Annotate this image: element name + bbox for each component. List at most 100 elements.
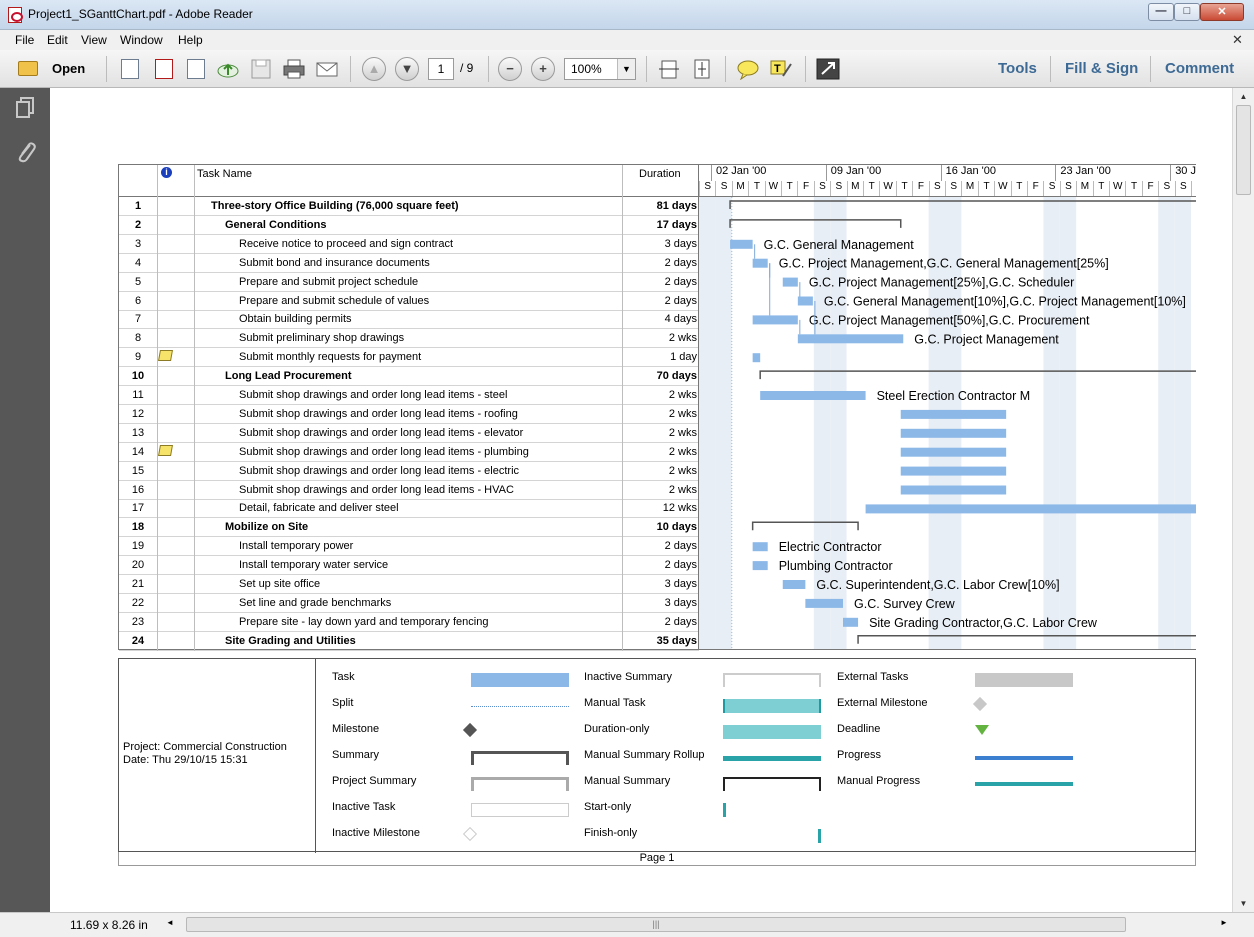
legend-divider bbox=[315, 659, 316, 853]
tools-pane-link[interactable]: Tools bbox=[998, 60, 1037, 77]
table-row[interactable]: 13 Submit shop drawings and order long le… bbox=[119, 424, 699, 443]
menu-help[interactable]: Help bbox=[178, 33, 203, 47]
note-icon[interactable] bbox=[158, 444, 173, 456]
day-label: T bbox=[1010, 181, 1027, 196]
table-row[interactable]: 21 Set up site office 3 days bbox=[119, 575, 699, 594]
table-row[interactable]: 14 Submit shop drawings and order long le… bbox=[119, 443, 699, 462]
vertical-scrollbar[interactable]: ▲ ▼ bbox=[1232, 88, 1254, 912]
table-row[interactable]: 12 Submit shop drawings and order long le… bbox=[119, 405, 699, 424]
day-label: W bbox=[1109, 181, 1125, 196]
full-screen-button[interactable] bbox=[816, 58, 840, 80]
table-row[interactable]: 11 Submit shop drawings and order long le… bbox=[119, 386, 699, 405]
fill-sign-pane-link[interactable]: Fill & Sign bbox=[1065, 60, 1139, 77]
table-row[interactable]: 1 Three-story Office Building (76,000 squ… bbox=[119, 197, 699, 216]
toolbar: Open ▲ ▼ 1 / 9 − + 100% ▼ T Tools Fill bbox=[0, 50, 1254, 88]
next-page-button[interactable]: ▼ bbox=[395, 57, 419, 81]
close-button[interactable]: ✕ bbox=[1200, 3, 1244, 21]
paperclip-icon bbox=[18, 142, 36, 163]
table-row[interactable]: 8 Submit preliminary shop drawings 2 wks bbox=[119, 329, 699, 349]
save-button[interactable] bbox=[249, 58, 273, 80]
project-info: Project: Commercial Construction Date: T… bbox=[123, 741, 287, 767]
task-bar bbox=[900, 485, 1007, 495]
combine-files-button[interactable] bbox=[152, 58, 176, 80]
task-duration: 3 days bbox=[664, 578, 697, 590]
zoom-select[interactable]: 100% ▼ bbox=[564, 58, 636, 80]
create-pdf-button[interactable] bbox=[118, 58, 142, 80]
scroll-down-icon[interactable]: ▼ bbox=[1239, 899, 1248, 908]
task-bar bbox=[797, 334, 904, 344]
task-duration: 70 days bbox=[656, 370, 697, 383]
open-button[interactable]: Open bbox=[16, 58, 96, 80]
menu-view[interactable]: View bbox=[81, 33, 107, 47]
comment-pane-link[interactable]: Comment bbox=[1165, 60, 1235, 77]
table-row[interactable]: 22 Set line and grade benchmarks 3 days bbox=[119, 594, 699, 613]
fit-page-button[interactable] bbox=[657, 58, 681, 80]
task-bar bbox=[752, 561, 768, 571]
table-row[interactable]: 16 Submit shop drawings and order long le… bbox=[119, 481, 699, 500]
legend-symbol-milestone bbox=[462, 722, 478, 738]
legend-label: Manual Progress bbox=[837, 775, 921, 787]
page-number-input[interactable]: 1 bbox=[428, 58, 454, 80]
sticky-note-button[interactable] bbox=[736, 58, 760, 81]
row-id: 24 bbox=[131, 634, 145, 647]
table-row[interactable]: 15 Submit shop drawings and order long le… bbox=[119, 462, 699, 481]
menu-file[interactable]: File bbox=[15, 33, 35, 47]
menu-window[interactable]: Window bbox=[120, 33, 163, 47]
chevron-down-icon[interactable]: ▼ bbox=[617, 59, 635, 79]
minimize-icon: — bbox=[1155, 5, 1167, 17]
attachments-button[interactable] bbox=[15, 140, 37, 164]
project-name: Project: Commercial Construction bbox=[123, 741, 287, 753]
menu-edit[interactable]: Edit bbox=[47, 33, 68, 47]
table-row[interactable]: 9 Submit monthly requests for payment 1 da… bbox=[119, 348, 699, 368]
scroll-left-icon[interactable]: ◄ bbox=[166, 918, 174, 927]
fit-width-icon bbox=[659, 60, 679, 79]
table-row[interactable]: 2 General Conditions 17 days bbox=[119, 216, 699, 235]
table-row[interactable]: 3 Receive notice to proceed and sign cont… bbox=[119, 235, 699, 254]
table-row[interactable]: 19 Install temporary power 2 days bbox=[119, 537, 699, 557]
task-bar bbox=[900, 409, 1007, 419]
task-name: Prepare and submit schedule of values bbox=[239, 294, 430, 307]
full-page-button[interactable] bbox=[690, 58, 714, 80]
day-label: S bbox=[1174, 181, 1191, 196]
task-duration: 2 wks bbox=[668, 389, 697, 401]
table-row[interactable]: 24 Site Grading and Utilities 35 days bbox=[119, 632, 699, 651]
previous-page-button[interactable]: ▲ bbox=[362, 57, 386, 81]
zoom-out-button[interactable]: − bbox=[498, 57, 522, 81]
upload-button[interactable] bbox=[216, 58, 240, 80]
scroll-thumb[interactable] bbox=[1236, 105, 1251, 195]
minimize-button[interactable]: — bbox=[1148, 3, 1174, 21]
summary-bar bbox=[729, 200, 1196, 209]
row-id: 9 bbox=[134, 351, 142, 364]
task-name: Set line and grade benchmarks bbox=[239, 596, 392, 609]
edit-pdf-button[interactable] bbox=[184, 58, 208, 80]
page-thumbnails-button[interactable] bbox=[15, 96, 37, 120]
table-row[interactable]: 10 Long Lead Procurement 70 days bbox=[119, 367, 699, 387]
horizontal-scroll-thumb[interactable]: ||| bbox=[186, 917, 1126, 932]
table-row[interactable]: 20 Install temporary water service 2 days bbox=[119, 556, 699, 576]
day-label: W bbox=[764, 181, 781, 196]
svg-text:T: T bbox=[774, 63, 781, 75]
highlight-button[interactable]: T bbox=[769, 58, 793, 80]
table-row[interactable]: 7 Obtain building permits 4 days bbox=[119, 310, 699, 330]
table-row[interactable]: 4 Submit bond and insurance documents 2 da… bbox=[119, 254, 699, 273]
scroll-right-icon[interactable]: ► bbox=[1220, 918, 1228, 927]
zoom-in-button[interactable]: + bbox=[531, 57, 555, 81]
close-document-icon[interactable]: ✕ bbox=[1232, 32, 1243, 47]
table-row[interactable]: 23 Prepare site - lay down yard and tempo… bbox=[119, 613, 699, 632]
row-id: 19 bbox=[131, 540, 145, 553]
day-label: S bbox=[715, 181, 731, 196]
table-row[interactable]: 6 Prepare and submit schedule of values 2 … bbox=[119, 292, 699, 311]
table-row[interactable]: 18 Mobilize on Site 10 days bbox=[119, 518, 699, 538]
maximize-button[interactable]: □ bbox=[1174, 3, 1200, 21]
table-row[interactable]: 17 Detail, fabricate and deliver steel 12 … bbox=[119, 499, 699, 519]
table-row[interactable]: 5 Prepare and submit project schedule 2 da… bbox=[119, 273, 699, 292]
task-duration: 81 days bbox=[656, 200, 697, 212]
resource-label: G.C. Project Management bbox=[914, 332, 1059, 346]
weekend-shading bbox=[928, 197, 945, 649]
task-duration: 10 days bbox=[656, 521, 697, 534]
day-label: T bbox=[748, 181, 764, 196]
note-icon[interactable] bbox=[158, 350, 173, 362]
email-button[interactable] bbox=[315, 58, 339, 80]
print-button[interactable] bbox=[282, 58, 306, 80]
scroll-up-icon[interactable]: ▲ bbox=[1239, 92, 1248, 101]
